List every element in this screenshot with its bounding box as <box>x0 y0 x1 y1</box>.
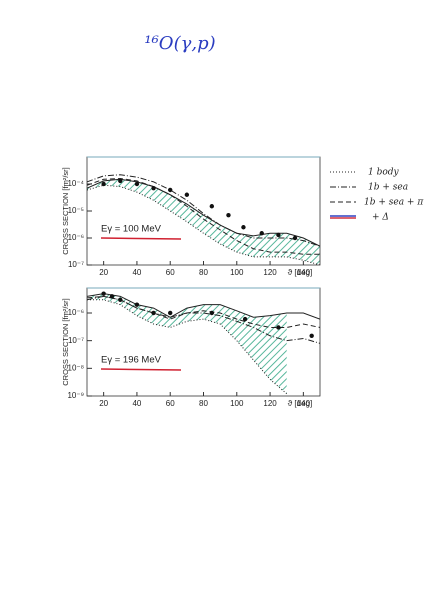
data-point <box>309 333 314 338</box>
legend-label: 1b + sea <box>368 183 408 193</box>
series-line <box>87 174 320 247</box>
y-tick-label: 10⁻⁶ <box>68 233 84 242</box>
data-point <box>118 178 123 184</box>
data-point <box>168 310 173 316</box>
data-point <box>151 310 156 316</box>
y-tick-label: 10⁻⁸ <box>68 363 85 372</box>
x-tick-label: 80 <box>199 399 208 408</box>
x-tick-label: 100 <box>230 268 244 277</box>
data-point <box>134 181 140 187</box>
data-point <box>276 232 281 238</box>
data-point <box>109 294 115 299</box>
series-line <box>87 293 320 320</box>
underline <box>100 237 182 240</box>
y-tick-label: 10⁻⁹ <box>67 391 84 400</box>
underline <box>100 368 182 371</box>
x-axis-label: ϑ [deg] <box>288 399 312 408</box>
data-point <box>259 231 264 236</box>
page-title: ¹⁶O(γ,p) <box>144 33 215 54</box>
data-point <box>292 235 298 241</box>
series-line <box>87 177 320 255</box>
x-tick-label: 140 <box>297 399 311 408</box>
data-point <box>209 204 215 209</box>
x-axis-label: ϑ [deg] <box>288 268 312 277</box>
data-point <box>184 192 190 197</box>
y-tick-label: 10⁻⁷ <box>68 336 84 345</box>
series-line <box>87 295 320 328</box>
data-point <box>242 316 248 322</box>
legend-label: + Δ <box>372 213 389 223</box>
legend-label: 1b + sea + π <box>364 198 424 208</box>
series-line <box>87 178 320 247</box>
y-axis-label: CROSS SECTION [fm²/sr] <box>61 298 70 386</box>
data-point <box>226 212 231 218</box>
data-point <box>168 187 173 193</box>
y-tick-label: 10⁻⁶ <box>68 308 84 317</box>
annotation: Eγ = 100 MeV <box>101 224 162 235</box>
legend-label: 1 body <box>368 168 400 178</box>
x-tick-label: 40 <box>132 268 141 277</box>
x-tick-label: 80 <box>199 268 208 277</box>
series-line <box>87 184 320 265</box>
x-tick-label: 60 <box>166 268 175 277</box>
legend: 1 body 1b + sea 1b + sea + π + Δ <box>330 168 424 223</box>
data-point <box>134 302 140 307</box>
x-tick-label: 20 <box>99 268 108 277</box>
x-tick-label: 120 <box>263 268 277 277</box>
x-tick-label: 100 <box>230 399 244 408</box>
y-axis-label: CROSS SECTION [fm²/sr] <box>61 167 70 255</box>
series-line <box>87 299 288 395</box>
x-tick-label: 120 <box>263 399 277 408</box>
data-point <box>241 225 246 230</box>
x-tick-label: 60 <box>166 399 175 408</box>
data-point <box>209 310 215 316</box>
hatch-region <box>87 179 320 265</box>
data-point <box>151 185 156 191</box>
y-tick-label: 10⁻⁵ <box>68 206 84 215</box>
y-tick-label: 10⁻⁷ <box>68 260 84 269</box>
data-point <box>276 325 281 330</box>
data-point <box>101 181 106 187</box>
series-line <box>87 295 320 344</box>
annotation: Eγ = 196 MeV <box>101 355 162 366</box>
y-tick-label: 10⁻⁴ <box>67 179 84 188</box>
x-tick-label: 40 <box>132 399 141 408</box>
x-tick-label: 20 <box>99 399 108 408</box>
data-point <box>101 291 106 296</box>
data-point <box>118 297 123 302</box>
x-tick-label: 140 <box>297 268 311 277</box>
